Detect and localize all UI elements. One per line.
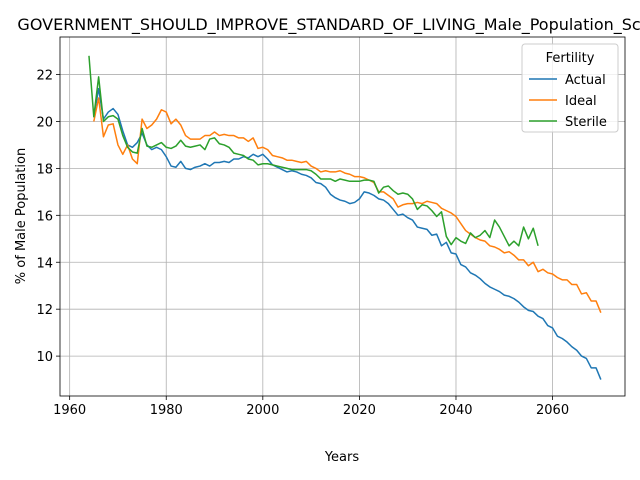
y-tick-label: 22 [36,69,53,84]
x-tick-label: 1960 [53,403,86,418]
x-axis-ticks: 1960 1980 2000 2020 2040 2060 [53,396,569,418]
y-tick-label: 10 [36,350,53,365]
x-tick-label: 2020 [343,403,376,418]
y-tick-label: 12 [36,303,53,318]
x-tick-label: 1980 [150,403,183,418]
chart-title: GOVERNMENT_SHOULD_IMPROVE_STANDARD_OF_LI… [17,15,640,35]
legend-label-ideal: Ideal [565,94,597,109]
legend-label-sterile: Sterile [565,115,607,130]
y-tick-label: 20 [36,115,53,130]
legend-label-actual: Actual [565,73,606,88]
legend: Fertility Actual Ideal Sterile [522,44,618,132]
legend-title: Fertility [546,51,595,66]
y-axis-ticks: 10 12 14 16 18 20 22 [36,69,60,366]
x-tick-label: 2060 [536,403,569,418]
y-tick-label: 18 [36,162,53,177]
x-axis-label: Years [324,450,360,465]
x-tick-label: 2000 [246,403,279,418]
y-axis-label: % of Male Population [14,148,29,284]
y-tick-label: 16 [36,209,53,224]
x-tick-label: 2040 [439,403,472,418]
y-tick-label: 14 [36,256,53,271]
